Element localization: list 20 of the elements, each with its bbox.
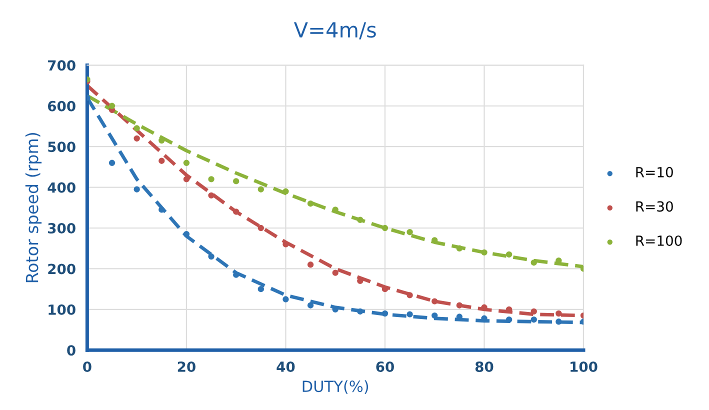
legend-label: R=10 (636, 166, 673, 178)
y-tick-label: 200 (48, 264, 76, 274)
x-tick-label: 40 (276, 361, 295, 372)
y-tick-label: 300 (48, 222, 76, 234)
x-tick-label: 0 (83, 361, 92, 372)
chart-title: V=4m/s (294, 22, 376, 40)
x-tick-label: 100 (570, 361, 598, 372)
y-tick-label: 600 (48, 100, 76, 112)
y-tick-label: 400 (48, 182, 76, 193)
x-axis-title: DUTY(%) (302, 380, 368, 394)
legend-label: R=100 (636, 235, 682, 246)
legend-label: R=30 (636, 201, 673, 212)
y-tick-label: 0 (67, 345, 76, 356)
x-tick-label: 20 (178, 361, 196, 372)
y-tick-label: 700 (48, 60, 76, 71)
y-tick-label: 100 (48, 304, 76, 315)
y-axis-title: Rotor speed (rpm) (25, 132, 42, 282)
x-tick-label: 80 (475, 361, 494, 372)
x-tick-label: 60 (376, 361, 394, 372)
y-tick-label: 500 (48, 142, 76, 152)
